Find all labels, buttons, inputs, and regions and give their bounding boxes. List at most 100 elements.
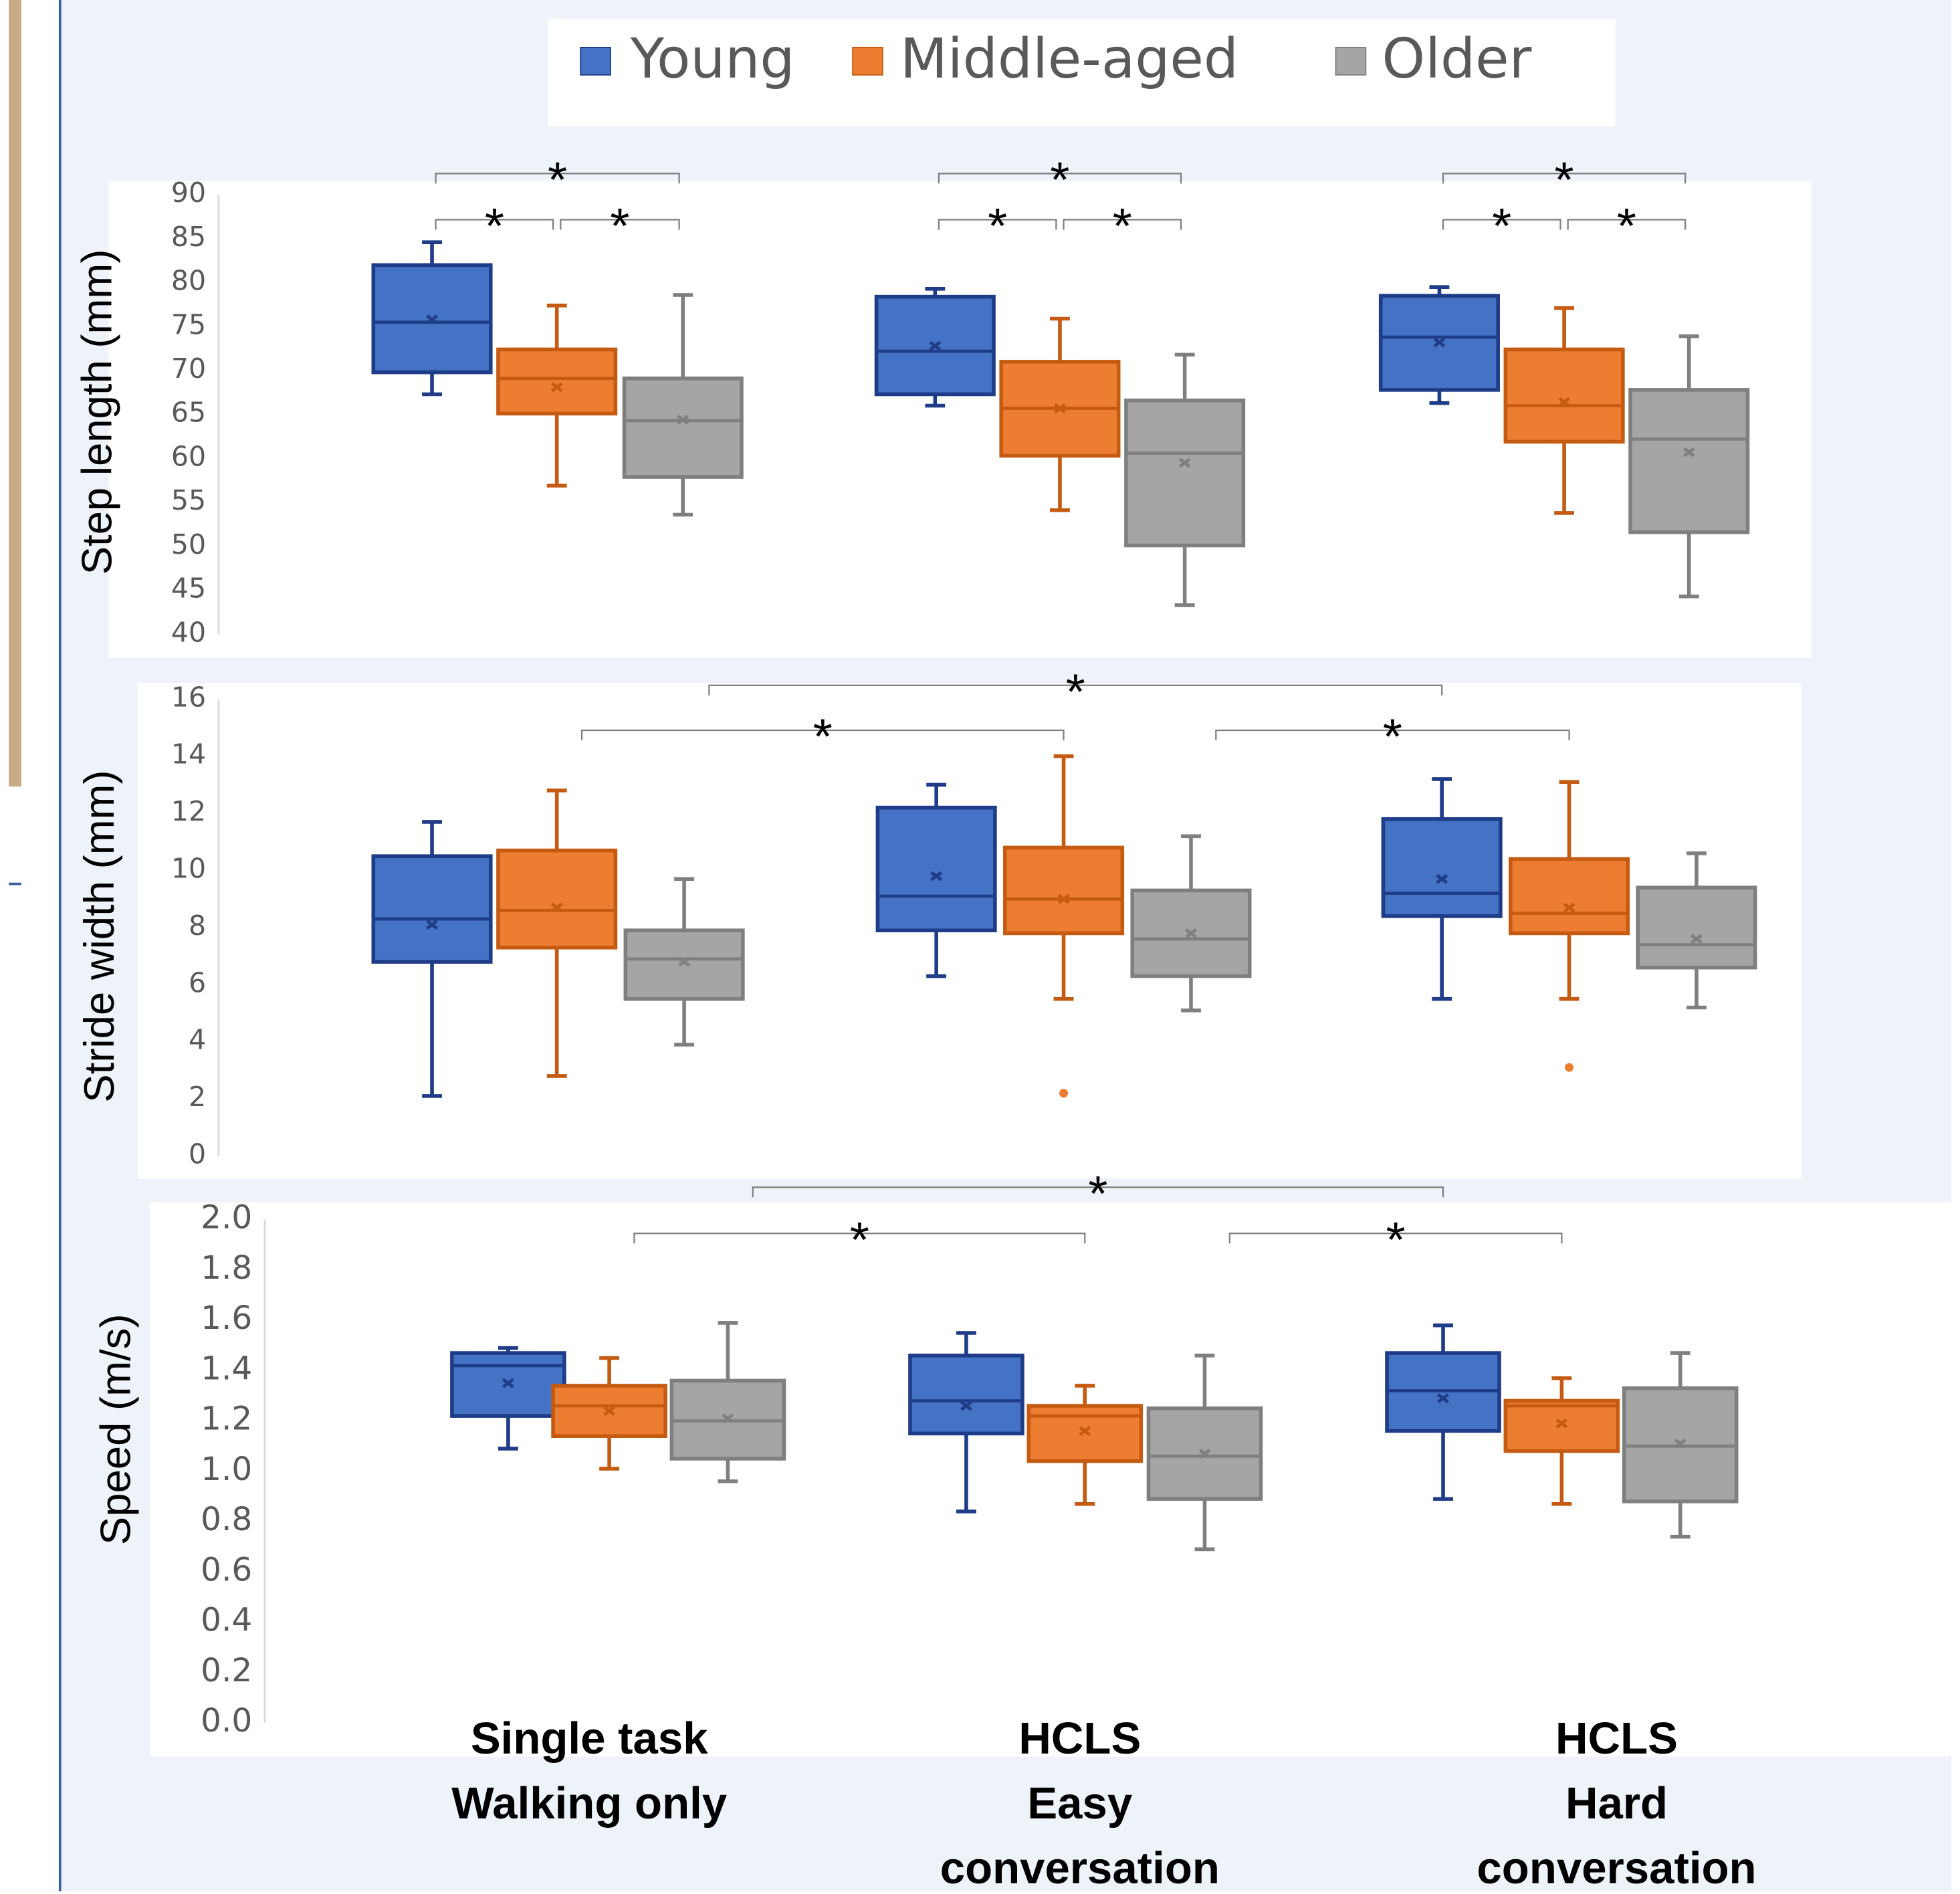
mean-marker	[929, 340, 942, 351]
y-tick-label: 40	[171, 616, 206, 648]
mean-marker	[1436, 873, 1448, 884]
significance-bracket	[633, 1233, 1086, 1244]
y-tick-label: 0.0	[201, 1702, 252, 1740]
significance-label: *	[485, 197, 504, 253]
mean-marker	[603, 1406, 615, 1416]
legend-swatch	[852, 47, 883, 76]
y-axis-title: Stride width (mm)	[76, 770, 123, 1102]
mean-marker	[1198, 1449, 1211, 1459]
box	[1636, 885, 1757, 970]
photo-edge	[9, 0, 21, 786]
significance-bracket	[1063, 219, 1182, 230]
mean-marker	[550, 382, 563, 393]
box	[908, 1354, 1024, 1436]
y-tick-label: 0.2	[201, 1652, 252, 1689]
box	[875, 805, 997, 933]
legend-label: Middle-aged	[900, 27, 1238, 91]
significance-label: *	[1617, 197, 1636, 253]
mean-marker	[1558, 397, 1570, 407]
mean-marker	[502, 1378, 514, 1388]
significance-bracket	[1567, 219, 1686, 230]
x-category-label: Easy	[1027, 1778, 1132, 1828]
mean-marker	[1057, 893, 1070, 904]
significance-label: *	[548, 151, 567, 207]
y-tick-label: 0.4	[201, 1602, 252, 1639]
significance-label: *	[988, 197, 1007, 253]
y-tick-label: 1.6	[201, 1299, 252, 1337]
y-tick-label: 2	[189, 1081, 206, 1113]
mean-marker	[1691, 934, 1703, 944]
box	[1503, 1398, 1620, 1453]
significance-bracket	[1228, 1233, 1563, 1244]
x-category-label: conversation	[940, 1843, 1220, 1891]
significance-bracket	[1215, 729, 1570, 740]
significance-label: *	[1050, 151, 1069, 207]
y-tick-label: 1.2	[201, 1400, 252, 1438]
significance-bracket	[435, 173, 680, 184]
box	[1003, 845, 1125, 936]
significance-label: *	[1113, 197, 1132, 253]
legend-label: Young	[630, 27, 795, 91]
mean-marker	[930, 871, 943, 881]
significance-bracket	[435, 219, 554, 230]
mean-marker	[1437, 1393, 1449, 1404]
significance-bracket	[1442, 173, 1686, 184]
legend-swatch	[580, 47, 611, 76]
significance-label: *	[1088, 1165, 1107, 1221]
box	[496, 347, 618, 416]
mean-marker	[1054, 403, 1066, 414]
significance-bracket	[938, 173, 1182, 184]
mean-marker	[1555, 1418, 1568, 1429]
mean-marker	[1674, 1439, 1686, 1449]
y-tick-label: 1.0	[201, 1451, 252, 1488]
mean-marker	[426, 920, 438, 930]
y-tick-label: 65	[171, 397, 206, 429]
box	[1026, 1404, 1144, 1463]
y-tick-label: 45	[171, 572, 206, 605]
significance-bracket	[580, 729, 1065, 740]
y-tick-label: 0	[189, 1138, 206, 1170]
y-tick-label: 0.6	[201, 1551, 252, 1588]
significance-bracket	[708, 684, 1443, 696]
significance-label: *	[1383, 708, 1402, 764]
mean-marker	[1682, 447, 1695, 457]
box	[1381, 817, 1503, 918]
y-tick-label: 12	[171, 795, 206, 827]
mean-marker	[1178, 457, 1191, 468]
y-tick-label: 6	[189, 966, 206, 998]
y-tick-label: 4	[189, 1024, 206, 1056]
significance-bracket	[1442, 219, 1561, 230]
box	[622, 377, 744, 479]
significance-bracket	[752, 1186, 1444, 1198]
significance-label: *	[813, 708, 833, 764]
y-tick-label: 75	[171, 308, 206, 340]
x-category-label: Hard	[1565, 1778, 1668, 1828]
mean-marker	[722, 1413, 734, 1424]
mean-marker	[1185, 928, 1197, 938]
y-tick-label: 1.8	[201, 1249, 252, 1287]
x-category-label: HCLS	[1018, 1713, 1141, 1764]
significance-label: *	[1066, 663, 1085, 719]
mean-marker	[1079, 1426, 1091, 1437]
y-tick-label: 16	[171, 681, 206, 713]
x-category-label: Walking only	[451, 1778, 727, 1828]
legend-box	[548, 19, 1616, 126]
y-tick-label: 14	[171, 738, 206, 770]
y-tick-label: 0.8	[201, 1501, 252, 1538]
mean-marker	[1433, 337, 1446, 348]
y-tick-label: 85	[171, 221, 206, 253]
y-tick-label: 60	[171, 440, 206, 472]
mean-marker	[426, 314, 438, 325]
significance-label: *	[850, 1211, 869, 1267]
mean-marker	[960, 1400, 972, 1411]
y-tick-label: 10	[171, 853, 206, 885]
outlier	[1565, 1063, 1574, 1072]
x-category-label: conversation	[1477, 1843, 1756, 1891]
mean-marker	[677, 415, 689, 425]
box	[371, 854, 493, 964]
box	[1509, 857, 1630, 936]
x-category-label: HCLS	[1555, 1713, 1678, 1764]
mean-marker	[1563, 902, 1575, 913]
